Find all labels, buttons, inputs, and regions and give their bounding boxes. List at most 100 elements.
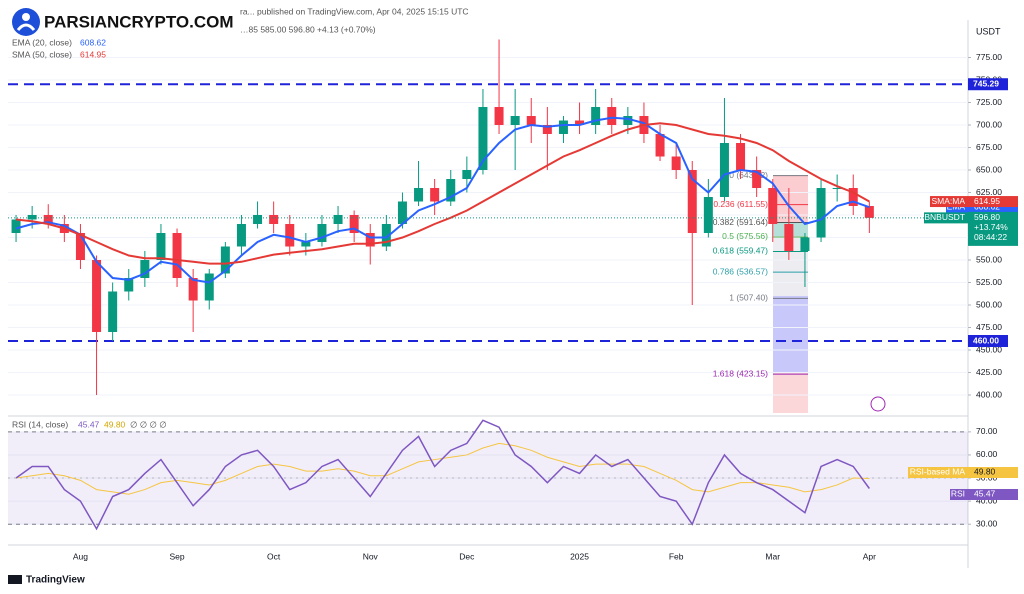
series-tag-label: SMA:MA <box>931 196 965 206</box>
candle-body <box>768 188 778 224</box>
x-tick-label: Sep <box>169 551 184 561</box>
rsi-legend-extra: ∅ ∅ ∅ ∅ <box>130 419 167 429</box>
candle-body <box>414 188 424 202</box>
line-series <box>15 122 870 265</box>
fib-label: 0 (643.72) <box>729 170 768 180</box>
series-tag-label: RSI-based MA <box>910 467 966 477</box>
candle-body <box>784 224 794 251</box>
y-tick-label: 475.00 <box>976 322 1002 332</box>
level-tag-label: 460.00 <box>973 335 999 345</box>
unit-label: USDT <box>976 26 1001 36</box>
candle-body <box>816 188 826 238</box>
price-tag <box>968 488 1018 500</box>
candle-body <box>864 206 874 218</box>
candle-body <box>140 260 150 278</box>
legend-value: 608.62 <box>80 37 106 47</box>
candle-body <box>397 201 407 224</box>
logo-bg <box>8 6 236 38</box>
candle-body <box>236 224 246 247</box>
price-tag <box>968 211 1018 246</box>
fib-label: 0.786 (536.57) <box>713 266 768 276</box>
price-tag <box>968 201 1018 213</box>
series-tag <box>908 466 968 478</box>
price-tag-label: 45.47 <box>974 489 996 499</box>
candle-body <box>220 246 230 274</box>
position-tool <box>773 175 808 413</box>
candle-body <box>719 143 729 197</box>
candle-body <box>92 260 102 332</box>
candle-body <box>11 219 21 233</box>
y-tick-label: 725.00 <box>976 97 1002 107</box>
x-tick-label: Feb <box>669 551 684 561</box>
candle-body <box>204 273 214 301</box>
price-tag-label: 08:44:22 <box>974 232 1007 242</box>
candle-body <box>317 224 327 242</box>
x-tick-label: Oct <box>267 551 281 561</box>
x-tick-label: Nov <box>363 551 379 561</box>
x-tick-label: Dec <box>459 551 475 561</box>
y-tick-label: 70.00 <box>976 426 998 436</box>
y-tick-label: 675.00 <box>976 142 1002 152</box>
series-tag <box>930 196 968 208</box>
header-ohlc: …85 585.00 596.80 +4.13 (+0.70%) <box>240 24 376 34</box>
stop-zone <box>773 175 808 223</box>
series-tag <box>924 212 968 224</box>
candle-body <box>253 215 263 224</box>
logo-icon-body <box>16 23 36 31</box>
candle-body <box>172 233 182 278</box>
fib-label: 1.618 (423.15) <box>713 368 768 378</box>
candle-body <box>108 291 118 332</box>
line-series <box>15 116 870 284</box>
y-tick-label: 775.00 <box>976 52 1002 62</box>
candle-body <box>703 197 713 233</box>
published: ra... published on TradingView.com, Apr … <box>240 6 469 16</box>
candle-body <box>462 170 472 179</box>
price-tag <box>968 466 1018 478</box>
candle-body <box>381 224 391 247</box>
y-tick-label: 425.00 <box>976 367 1002 377</box>
price-tag-label: 596.80 <box>974 212 1000 222</box>
line-series <box>15 419 870 531</box>
candle-body <box>301 242 311 247</box>
candle-body <box>156 233 166 260</box>
candle-body <box>269 215 279 224</box>
footer-logo: TradingView <box>8 575 85 586</box>
price-tag-label: 49.80 <box>974 467 996 477</box>
price-tag-label: +13.74% <box>974 222 1008 232</box>
series-tag <box>950 488 968 500</box>
y-tick-label: 650.00 <box>976 164 1002 174</box>
candle-body <box>655 134 665 157</box>
replay-icon[interactable] <box>870 396 886 412</box>
candle-body <box>575 120 585 125</box>
series-tag-label: BNBUSDT <box>924 212 965 222</box>
candle-body <box>526 116 536 125</box>
candle-body <box>494 107 504 125</box>
plot: 400.00 425.00 450.00 475.00 500.00 525.00 550.… <box>8 6 1018 561</box>
candle-body <box>43 215 53 224</box>
fib-label: 0.618 (559.47) <box>713 246 768 256</box>
legend-name: SMA (50, close) <box>12 49 72 59</box>
candle-body <box>446 179 456 202</box>
legend-name: EMA (20, close) <box>12 37 72 47</box>
price-tag <box>968 196 1018 208</box>
candle-body <box>607 107 617 125</box>
candle-body <box>285 224 295 247</box>
fib-label: 0.5 (575.56) <box>722 231 768 241</box>
y-tick-label: 40.00 <box>976 495 998 505</box>
x-tick-label: 2025 <box>570 551 589 561</box>
y-tick-label: 400.00 <box>976 389 1002 399</box>
candle-body <box>75 233 85 260</box>
level-tag <box>968 78 1008 91</box>
x-tick-label: Mar <box>765 551 780 561</box>
y-tick-label: 550.00 <box>976 254 1002 264</box>
candle-body <box>510 116 520 125</box>
target-zone <box>773 296 808 372</box>
candle-body <box>558 120 568 134</box>
candle-body <box>349 215 359 233</box>
price-tag-label: 614.95 <box>974 196 1000 206</box>
y-tick-label: 625.00 <box>976 187 1002 197</box>
lower-zone <box>773 372 808 413</box>
logo-icon-head <box>22 13 30 21</box>
